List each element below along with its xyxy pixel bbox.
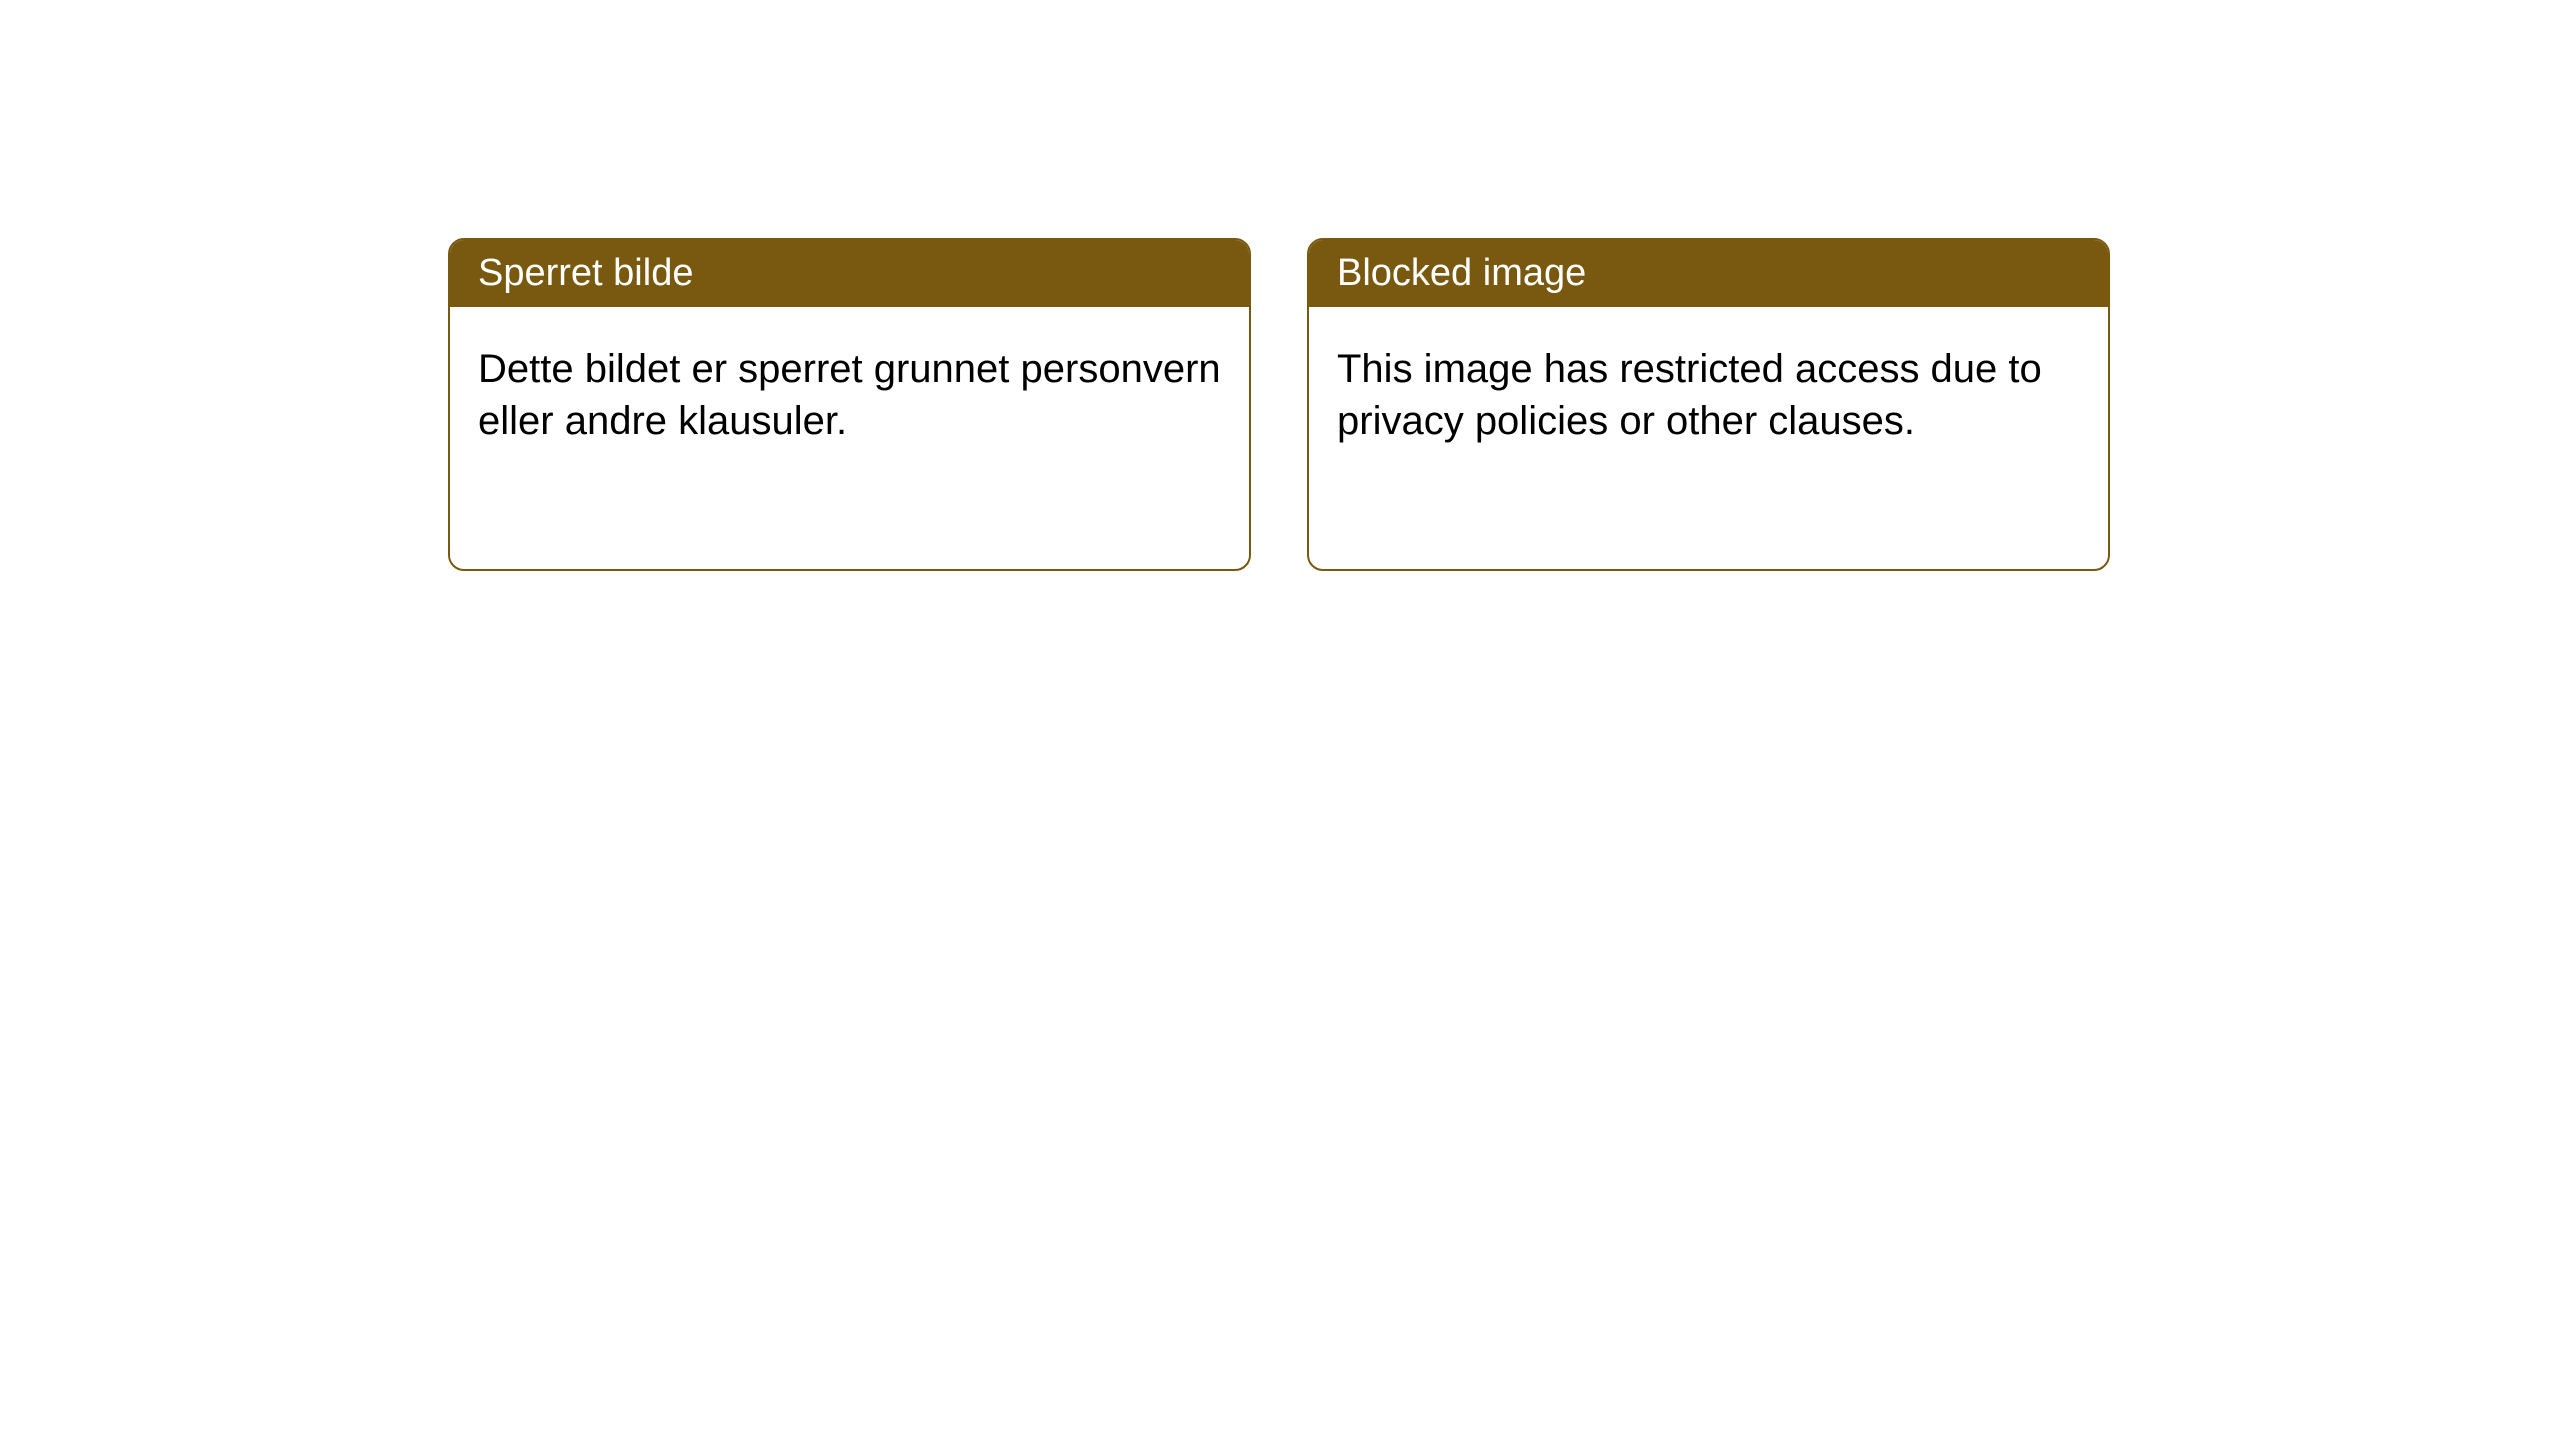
blocked-image-card-en: Blocked image This image has restricted … (1307, 238, 2110, 571)
card-body-no: Dette bildet er sperret grunnet personve… (450, 307, 1249, 483)
card-header-en: Blocked image (1309, 240, 2108, 307)
cards-container: Sperret bilde Dette bildet er sperret gr… (448, 238, 2110, 571)
card-header-no: Sperret bilde (450, 240, 1249, 307)
blocked-image-card-no: Sperret bilde Dette bildet er sperret gr… (448, 238, 1251, 571)
card-body-en: This image has restricted access due to … (1309, 307, 2108, 483)
